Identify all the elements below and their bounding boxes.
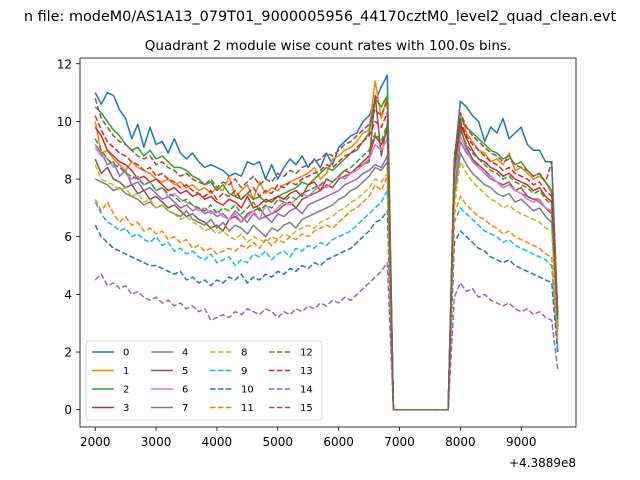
series-line-11 <box>94 175 559 411</box>
series-line-8 <box>94 161 559 411</box>
legend-label-12: 12 <box>300 348 313 359</box>
series-line-2 <box>94 94 559 411</box>
legend-label-5: 5 <box>182 366 188 377</box>
y-tick-label: 0 <box>64 403 72 417</box>
plot-frame <box>79 57 577 428</box>
y-tick-label: 8 <box>64 173 72 187</box>
figure-suptitle: n file: modeM0/AS1A13_079T01_9000005956_… <box>24 9 617 25</box>
legend-label-15: 15 <box>300 403 313 414</box>
legend-label-8: 8 <box>241 348 247 359</box>
x-axis: 2000 3000 4000 5000 6000 7000 8000 9000 <box>80 427 537 449</box>
x-tick-label: 7000 <box>384 435 415 449</box>
legend-label-6: 6 <box>182 385 188 396</box>
x-tick-label: 8000 <box>445 435 476 449</box>
series-line-6 <box>94 135 559 411</box>
legend-label-9: 9 <box>241 366 247 377</box>
series-line-13 <box>94 112 559 411</box>
x-tick-label: 6000 <box>323 435 354 449</box>
series-line-15 <box>94 98 559 411</box>
series-line-9 <box>94 189 559 411</box>
x-tick-label: 2000 <box>80 435 111 449</box>
x-tick-label: 4000 <box>202 435 233 449</box>
legend-label-3: 3 <box>123 403 129 414</box>
series-line-5 <box>94 94 559 411</box>
legend-label-11: 11 <box>241 403 254 414</box>
x-tick-label: 9000 <box>506 435 537 449</box>
legend-label-4: 4 <box>182 348 188 359</box>
legend-label-2: 2 <box>123 385 129 396</box>
x-tick-label: 5000 <box>263 435 294 449</box>
legend-box <box>85 340 323 421</box>
series-line-0 <box>94 74 559 411</box>
y-tick-label: 6 <box>64 230 72 244</box>
series-layer <box>94 74 559 411</box>
series-line-7 <box>94 152 559 411</box>
x-tick-label: 3000 <box>141 435 172 449</box>
legend-label-0: 0 <box>123 348 129 359</box>
legend-label-7: 7 <box>182 403 188 414</box>
legend-label-13: 13 <box>300 366 313 377</box>
y-tick-label: 12 <box>57 57 72 71</box>
series-line-12 <box>94 123 559 411</box>
y-axis: 0 2 4 6 8 10 12 <box>57 57 80 417</box>
series-line-10 <box>94 210 559 411</box>
series-line-14 <box>94 261 559 411</box>
legend-label-10: 10 <box>241 385 254 396</box>
legend-label-14: 14 <box>300 385 313 396</box>
y-tick-label: 2 <box>64 346 72 360</box>
y-tick-label: 10 <box>57 115 72 129</box>
x-offset-label: +4.3889e8 <box>509 456 576 470</box>
y-tick-label: 4 <box>64 288 72 302</box>
series-line-1 <box>94 80 559 411</box>
legend-label-1: 1 <box>123 366 129 377</box>
chart-title: Quadrant 2 module wise count rates with … <box>145 38 511 54</box>
